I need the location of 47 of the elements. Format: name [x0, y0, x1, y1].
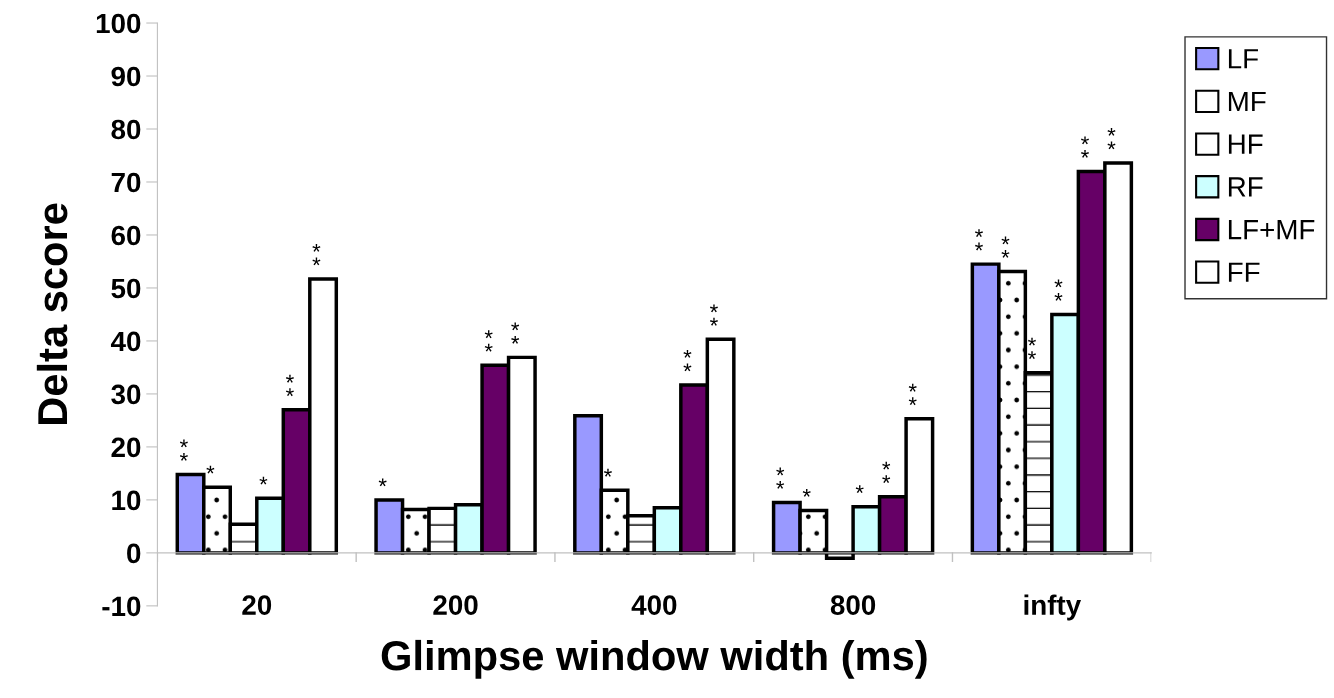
legend-label: MF	[1228, 91, 1266, 112]
x-tick-label: infty	[1024, 594, 1082, 621]
y-tick-label: 40	[110, 331, 141, 352]
y-tick-label: 30	[111, 384, 141, 405]
y-tick-label: 60	[111, 225, 141, 246]
x-tick-label: 20	[242, 595, 272, 615]
legend-label: LF+MF	[1228, 220, 1315, 240]
data-label: * *	[484, 330, 493, 352]
x-tick-label: 200	[433, 595, 478, 615]
data-label: * *	[312, 243, 321, 266]
legend-label: FF	[1228, 262, 1260, 282]
data-label: * *	[511, 322, 520, 344]
y-tick-label: 90	[111, 66, 141, 87]
data-label: *	[206, 465, 215, 474]
x-tick-label: 800	[830, 595, 876, 615]
y-tick-label: 10	[112, 490, 141, 511]
y-tick-label: 70	[111, 172, 141, 193]
data-label: * *	[776, 467, 785, 489]
data-label: * *	[285, 374, 294, 397]
y-tick-label: 20	[111, 437, 141, 458]
data-label: * *	[1081, 136, 1089, 158]
x-axis-title: Glimpse window width (ms)	[381, 639, 927, 679]
data-label: * *	[683, 349, 692, 372]
data-label: *	[603, 468, 612, 477]
data-label: * *	[1001, 236, 1010, 258]
y-tick-label: -10	[102, 596, 141, 617]
data-label: * *	[1054, 279, 1063, 301]
data-label: *	[378, 478, 387, 487]
y-tick-label: 0	[127, 543, 141, 564]
data-label: * *	[882, 461, 891, 484]
data-label: * *	[975, 229, 983, 251]
x-tick-label: 400	[631, 595, 677, 615]
y-axis-title: Delta score	[36, 203, 68, 424]
data-label: *	[259, 476, 268, 485]
data-label: *	[802, 489, 811, 497]
legend-label: LF	[1228, 49, 1258, 69]
y-tick-label: 80	[111, 119, 141, 140]
legend-label: RF	[1228, 177, 1263, 197]
y-tick-label: 50	[111, 278, 141, 299]
data-label: * *	[908, 383, 917, 406]
y-tick-label: 100	[96, 13, 141, 34]
legend-label: HF	[1228, 134, 1263, 154]
data-label: * *	[709, 304, 718, 326]
data-label: *	[855, 485, 864, 494]
data-label: * *	[1028, 337, 1036, 360]
data-label: * *	[179, 439, 188, 461]
data-label: * *	[1107, 127, 1116, 150]
